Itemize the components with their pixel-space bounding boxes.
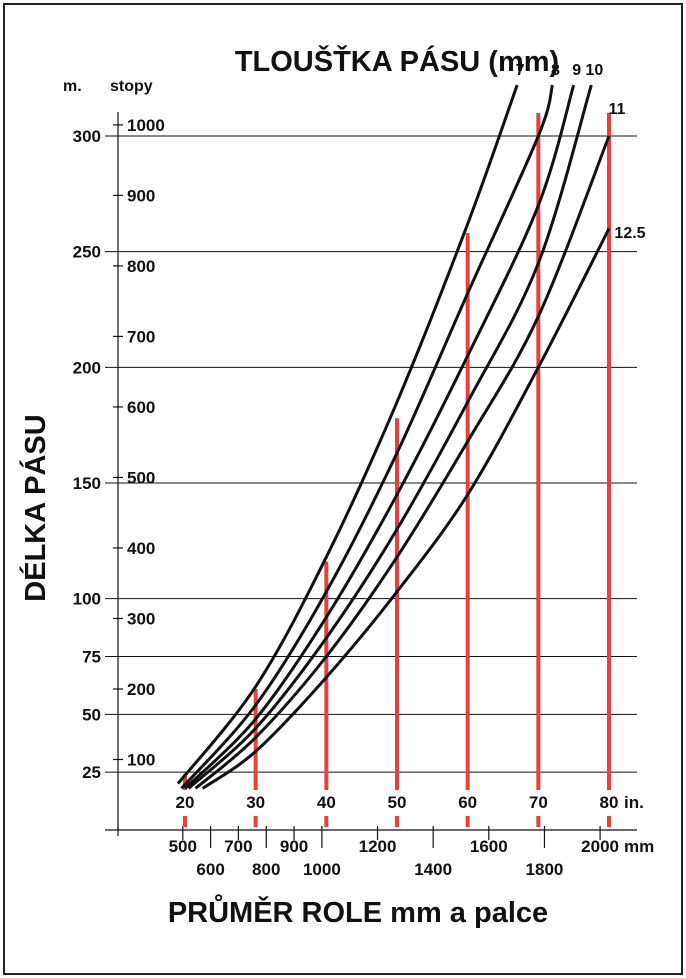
x-unit-mm: mm bbox=[624, 837, 654, 856]
x-tick-label-in: 30 bbox=[246, 793, 265, 812]
x-axis-label: PRŮMĚR ROLE mm a palce bbox=[168, 893, 548, 929]
y-tick-label-m: 250 bbox=[73, 243, 101, 262]
thickness-curve bbox=[183, 84, 576, 790]
y-tick-label-m: 50 bbox=[82, 705, 101, 724]
y-unit-ft: stopy bbox=[110, 78, 153, 95]
x-tick-label-mm: 800 bbox=[252, 860, 280, 879]
x-tick-label-in: 50 bbox=[388, 793, 407, 812]
x-tick-label-mm: 600 bbox=[196, 860, 224, 879]
y-tick-label-m: 75 bbox=[82, 648, 101, 667]
x-tick-label-mm: 1200 bbox=[359, 837, 397, 856]
x-tick-label-in: 80 bbox=[600, 793, 619, 812]
x-tick-label-mm: 1400 bbox=[414, 860, 452, 879]
y-tick-label-ft: 700 bbox=[127, 327, 155, 346]
x-tick-label-mm: 2000 bbox=[581, 837, 619, 856]
y-tick-label-m: 200 bbox=[73, 358, 101, 377]
y-tick-label-ft: 200 bbox=[127, 680, 155, 699]
curve-label: 11 bbox=[609, 101, 626, 118]
curve-label: 8 bbox=[551, 62, 560, 79]
y-tick-label-m: 300 bbox=[73, 127, 101, 146]
thickness-curve bbox=[201, 227, 611, 790]
y-tick-label-ft: 800 bbox=[127, 257, 155, 276]
thickness-curve bbox=[180, 84, 554, 790]
y-tick-label-ft: 400 bbox=[127, 539, 155, 558]
y-tick-label-ft: 900 bbox=[127, 186, 155, 205]
x-tick-label-in: 60 bbox=[458, 793, 477, 812]
x-tick-label-mm: 1800 bbox=[526, 860, 564, 879]
x-tick-label-in: 40 bbox=[317, 793, 336, 812]
y-tick-label-ft: 1000 bbox=[127, 116, 165, 135]
y-tick-label-m: 25 bbox=[82, 763, 101, 782]
thickness-curve bbox=[187, 84, 593, 790]
y-tick-label-ft: 100 bbox=[127, 750, 155, 769]
x-tick-label-mm: 700 bbox=[224, 837, 252, 856]
y-tick-label-m: 150 bbox=[73, 474, 101, 493]
chart-title: TLOUŠŤKA PÁSU (mm) bbox=[235, 44, 559, 78]
thickness-curve bbox=[176, 84, 519, 785]
x-unit-inches: in. bbox=[624, 793, 644, 812]
x-tick-label-mm: 900 bbox=[280, 837, 308, 856]
y-tick-label-m: 100 bbox=[73, 590, 101, 609]
x-tick-label-mm: 1000 bbox=[303, 860, 341, 879]
curve-label: 12.5 bbox=[614, 225, 645, 242]
y-axis-label: DÉLKA PÁSU bbox=[18, 414, 52, 601]
y-tick-label-ft: 600 bbox=[127, 398, 155, 417]
y-unit-m: m. bbox=[63, 78, 82, 95]
curve-label: 10 bbox=[585, 62, 603, 79]
y-tick-label-ft: 500 bbox=[127, 468, 155, 487]
curve-label: 9 bbox=[572, 62, 581, 79]
x-tick-label-mm: 1600 bbox=[470, 837, 508, 856]
y-tick-label-ft: 300 bbox=[127, 609, 155, 628]
x-tick-label-mm: 500 bbox=[169, 837, 197, 856]
thickness-curve bbox=[194, 135, 611, 790]
x-tick-label-in: 20 bbox=[176, 793, 195, 812]
x-tick-label-in: 70 bbox=[529, 793, 548, 812]
curve-label: 7 bbox=[516, 62, 525, 79]
